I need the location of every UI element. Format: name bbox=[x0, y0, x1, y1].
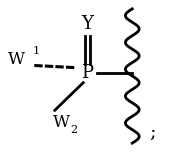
Text: 2: 2 bbox=[70, 125, 77, 135]
Text: W: W bbox=[53, 114, 70, 131]
Text: 1: 1 bbox=[33, 46, 40, 56]
Text: Y: Y bbox=[82, 15, 93, 33]
Text: P: P bbox=[82, 64, 93, 82]
Text: ;: ; bbox=[150, 124, 156, 142]
Text: W: W bbox=[8, 51, 25, 68]
